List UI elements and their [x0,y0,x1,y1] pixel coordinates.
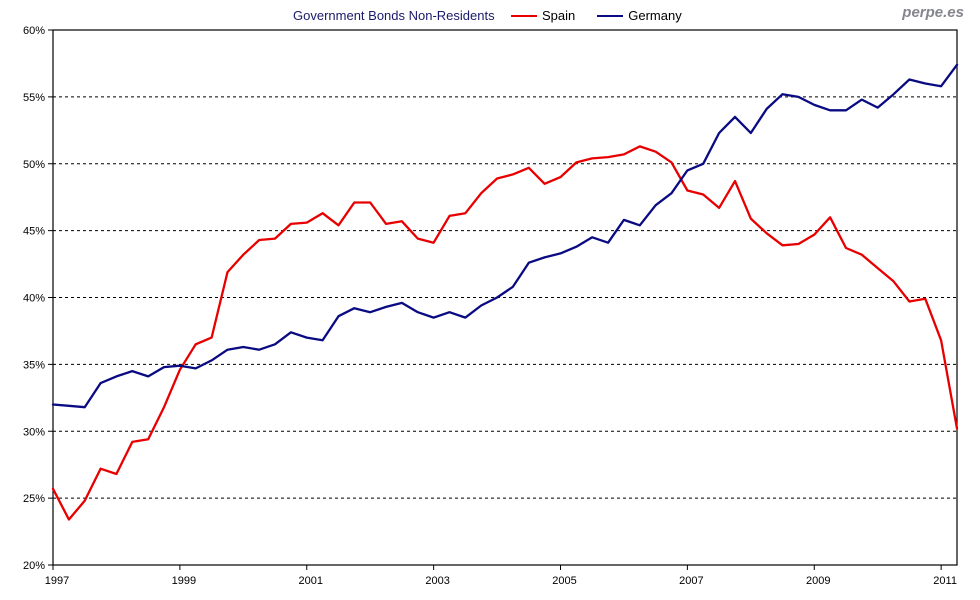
y-tick-label: 50% [23,159,45,171]
y-tick-label: 55% [23,92,45,104]
spain-line [51,145,959,521]
germany-line-sample-icon [597,14,624,17]
legend: Spain Germany [511,8,682,23]
x-tick-label: 2009 [806,575,830,587]
x-tick-label: 2001 [299,575,323,587]
legend-item-germany: Germany [597,8,682,23]
watermark: perpe.es [902,4,964,21]
y-tick-label: 30% [23,426,45,438]
legend-label-spain: Spain [542,8,576,23]
germany-line [51,63,959,409]
spain-line-sample-icon [511,14,537,17]
y-tick-label: 25% [23,493,45,505]
y-tick-label: 40% [23,293,45,305]
x-tick-label: 2003 [425,575,449,587]
x-tick-label: 1999 [172,575,196,587]
x-tick-label: 2007 [679,575,703,587]
x-tick-label: 1997 [45,575,69,587]
chart-header: Government Bonds Non-Residents Spain Ger… [0,0,980,28]
x-tick-label: 2005 [552,575,576,587]
chart-title: Government Bonds Non-Residents [293,8,495,23]
y-tick-label: 20% [23,560,45,572]
y-tick-label: 60% [23,25,45,37]
x-tick-label: 2011 [933,575,957,587]
legend-item-spain: Spain [511,8,575,23]
y-tick-label: 35% [23,359,45,371]
legend-label-germany: Germany [628,8,682,23]
plot-border [52,29,958,566]
y-tick-label: 45% [23,226,45,238]
